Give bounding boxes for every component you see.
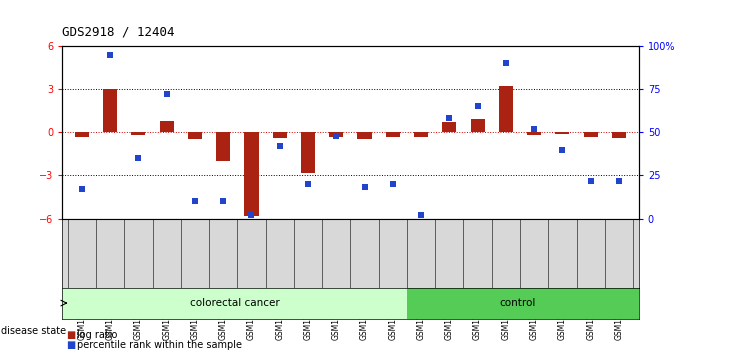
Bar [499,86,513,132]
Text: control: control [499,298,535,308]
Bar [471,119,485,132]
Bar [612,132,626,138]
Bar [527,132,541,135]
Bar [442,122,456,132]
Bar [556,132,569,134]
Bar [160,121,174,132]
Bar [414,132,428,137]
Bar [188,132,202,139]
Bar [62,287,407,319]
Text: ■: ■ [66,340,75,350]
Bar [358,132,372,139]
Bar [301,132,315,172]
Bar [407,287,639,319]
Bar [103,89,118,132]
Bar [583,132,598,137]
Text: GDS2918 / 12404: GDS2918 / 12404 [62,26,174,39]
Bar [273,132,287,138]
Text: disease state: disease state [1,326,66,336]
Text: log ratio: log ratio [77,330,117,339]
Bar [385,132,400,137]
Bar [74,132,89,137]
Text: colorectal cancer: colorectal cancer [190,298,280,308]
Text: ■: ■ [66,330,75,339]
Bar [216,132,230,161]
Bar [329,132,343,137]
Text: percentile rank within the sample: percentile rank within the sample [77,340,242,350]
Bar [131,132,145,135]
Bar [245,132,258,216]
